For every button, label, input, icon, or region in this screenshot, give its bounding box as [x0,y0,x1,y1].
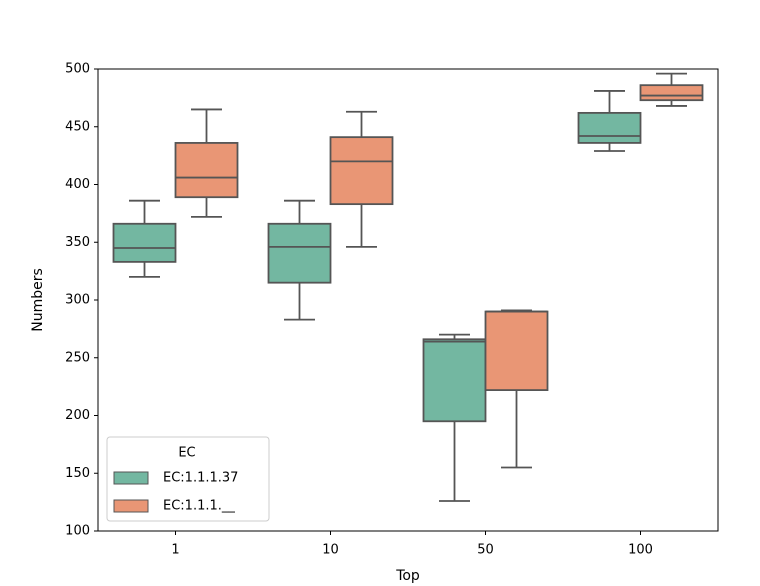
y-tick-label: 250 [65,350,90,365]
legend-swatch [113,471,149,485]
y-tick-label: 400 [65,177,90,192]
x-axis-label: Top [395,568,420,584]
box [577,111,642,144]
y-tick-label: 150 [65,466,90,481]
legend-label: EC:1.1.1.37 [163,471,238,486]
y-tick-label: 300 [65,293,90,308]
legend-swatch [113,499,149,513]
box [112,222,177,263]
y-tick-label: 350 [65,235,90,250]
x-tick-label: 10 [322,543,339,558]
legend-label: EC:1.1.1.__ [163,499,235,514]
y-tick-label: 450 [65,119,90,134]
x-tick-label: 100 [628,543,653,558]
x-tick-label: 1 [171,543,179,558]
box [639,84,704,102]
box [422,338,487,423]
x-tick-label: 50 [477,543,494,558]
box [329,136,394,206]
y-tick-label: 500 [65,62,90,77]
box [267,222,332,284]
y-tick-label: 200 [65,408,90,423]
box [174,142,239,199]
box [484,310,549,391]
legend-title: EC [178,446,195,461]
y-axis-label: Numbers [30,268,46,332]
y-tick-label: 100 [65,524,90,539]
